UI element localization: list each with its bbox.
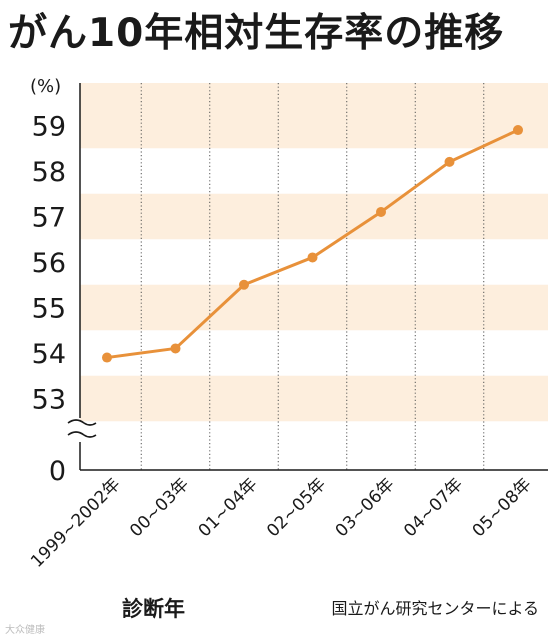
data-point [444, 156, 455, 167]
y-tick-label-zero: 0 [49, 456, 66, 487]
x-tick-label: 05~08年 [469, 474, 536, 541]
data-point [307, 252, 318, 263]
band [80, 375, 548, 422]
band [80, 193, 548, 240]
x-tick-label: 03~06年 [332, 474, 399, 541]
y-tick-label: 59 [32, 112, 66, 143]
axes [67, 83, 548, 471]
axis-break-mark [67, 419, 97, 438]
x-axis-title: 診断年 [122, 597, 185, 621]
watermark: 大众健康 [5, 625, 45, 636]
y-tick-label: 53 [32, 385, 66, 416]
source-note: 国立がん研究センターによる [331, 599, 539, 618]
data-point [102, 352, 112, 363]
series-survival-rate [102, 125, 523, 363]
y-tick-label: 56 [32, 248, 66, 279]
data-point [170, 343, 181, 354]
data-point [376, 206, 386, 217]
x-tick-label: 1999~2002年 [27, 474, 124, 571]
x-tick-label: 04~07年 [400, 474, 467, 541]
page-title: がん10年相対生存率の推移 [8, 11, 505, 56]
data-point [513, 125, 523, 136]
band [80, 284, 548, 331]
y-unit-label: (%) [30, 76, 61, 97]
y-tick-label: 55 [32, 294, 66, 325]
x-tick-label: 01~04年 [195, 474, 262, 541]
y-tick-label: 54 [32, 339, 66, 370]
background-bands [80, 83, 548, 422]
data-point [239, 279, 249, 290]
x-tick-label: 00~03年 [126, 474, 193, 541]
band [80, 83, 548, 149]
y-tick-label: 57 [32, 203, 66, 234]
y-tick-label: 58 [32, 157, 66, 188]
x-tick-label: 02~05年 [263, 474, 330, 541]
y-tick-labels: (%) 53 54 55 56 57 58 59 0 [30, 76, 66, 487]
x-tick-labels: 1999~2002年 00~03年 01~04年 02~05年 03~06年 04~07年… [27, 474, 535, 571]
